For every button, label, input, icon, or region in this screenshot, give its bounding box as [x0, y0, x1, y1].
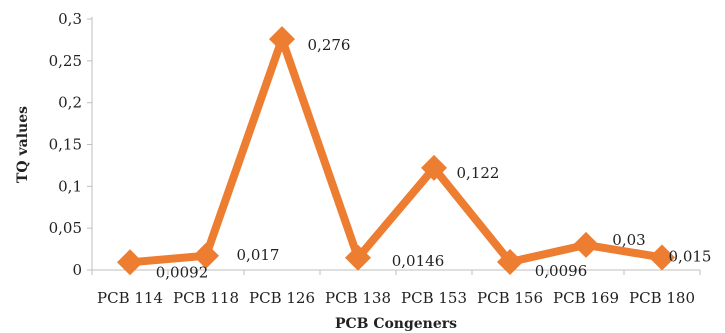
axes [87, 17, 701, 275]
data-point-marker [497, 248, 523, 275]
y-tick-label: 0,05 [49, 219, 82, 237]
x-tick-label: PCB 156 [477, 289, 543, 307]
x-tick-labels: PCB 114 PCB 118 PCB 126 PCB 138 PCB 153 PCB 1… [97, 289, 695, 307]
data-label: 0,017 [237, 246, 280, 264]
series-tq-values [126, 35, 666, 267]
data-label: 0,0146 [392, 252, 445, 270]
y-tick-label: 0,1 [58, 177, 82, 195]
y-tick-label: 0,3 [58, 10, 82, 28]
data-label: 0,276 [308, 36, 351, 54]
data-label: 0,122 [457, 164, 500, 182]
series-line [126, 35, 666, 267]
data-point-marker [649, 244, 675, 271]
x-tick-label: PCB 180 [629, 289, 695, 307]
data-point-marker [345, 244, 371, 271]
x-tick-label: PCB 153 [401, 289, 467, 307]
data-point-marker [421, 154, 447, 181]
y-tick-label: 0,15 [49, 136, 82, 154]
data-label: 0,0092 [156, 263, 209, 281]
x-tick-label: PCB 138 [325, 289, 391, 307]
data-point-marker [117, 249, 143, 276]
data-markers [117, 26, 675, 276]
x-tick-label: PCB 169 [553, 289, 619, 307]
data-label: 0,0096 [535, 262, 588, 280]
x-tick-label: PCB 118 [173, 289, 239, 307]
y-tick-labels: 0 0,05 0,1 0,15 0,2 0,25 0,3 [49, 10, 82, 279]
data-labels: 0,0092 0,017 0,276 0,0146 0,122 0,0096 0,03 0,0… [156, 36, 712, 281]
y-axis-title: TQ values [15, 106, 31, 183]
data-point-marker [193, 242, 219, 269]
y-tick-label: 0 [72, 261, 82, 279]
x-tick-label: PCB 126 [249, 289, 315, 307]
x-tick-label: PCB 114 [97, 289, 163, 307]
y-tick-label: 0,25 [49, 52, 82, 70]
data-label: 0,03 [612, 231, 645, 249]
data-point-marker [573, 231, 599, 258]
x-axis-title: PCB Congeners [335, 316, 457, 332]
data-point-marker [269, 26, 295, 53]
y-tick-label: 0,2 [58, 94, 82, 112]
data-label: 0,015 [669, 247, 712, 265]
